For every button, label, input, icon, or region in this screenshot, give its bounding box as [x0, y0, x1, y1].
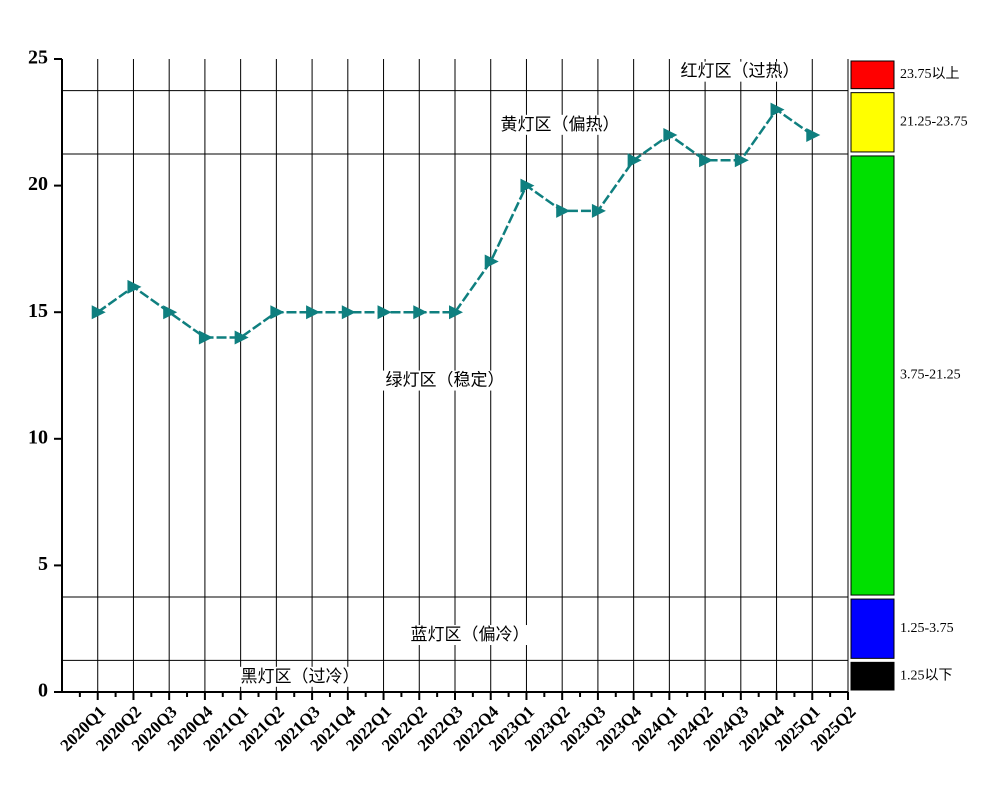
point-marker — [770, 102, 785, 117]
point-marker — [127, 279, 142, 294]
point-marker — [627, 153, 642, 168]
zone-label: 红灯区（过热） — [681, 62, 800, 82]
y-tick-label: 15 — [28, 300, 48, 322]
zone-range-label: 3.75-21.25 — [900, 368, 961, 383]
y-tick-label: 5 — [38, 553, 48, 575]
zone-bar — [850, 60, 895, 90]
point-marker — [484, 254, 499, 269]
zone-bar — [850, 598, 895, 659]
point-marker — [377, 305, 392, 320]
zone-label: 黑灯区（过冷） — [241, 667, 360, 687]
zone-label-bg — [237, 666, 363, 687]
zone-label-bg — [407, 625, 533, 646]
y-tick-label: 0 — [38, 680, 48, 702]
zone-bar — [850, 92, 895, 153]
point-marker — [699, 153, 714, 168]
zone-bar — [850, 155, 895, 596]
zone-range-label: 1.25以下 — [900, 668, 953, 683]
point-marker — [234, 330, 249, 345]
point-marker — [341, 305, 356, 320]
zone-range-label: 23.75以上 — [900, 66, 960, 82]
y-tick-label: 20 — [28, 173, 48, 195]
series-line — [97, 107, 813, 339]
point-marker — [663, 127, 678, 142]
point-marker — [520, 178, 535, 193]
point-marker — [556, 203, 571, 218]
zone-range-label: 1.25-3.75 — [900, 621, 954, 636]
zone-bar — [850, 661, 895, 691]
y-tick-label: 10 — [28, 426, 48, 448]
y-tick-label: 25 — [28, 47, 48, 69]
point-marker — [198, 330, 213, 345]
zone-label-bg — [382, 370, 508, 391]
point-marker — [163, 305, 178, 320]
point-marker — [806, 127, 821, 142]
point-marker — [91, 305, 106, 320]
zone-label: 绿灯区（稳定） — [386, 371, 505, 391]
point-marker — [734, 153, 749, 168]
point-marker — [270, 305, 285, 320]
zone-range-label: 21.25-23.75 — [900, 115, 968, 130]
point-marker — [306, 305, 321, 320]
point-marker — [591, 203, 606, 218]
zone-label-bg — [497, 114, 623, 135]
point-marker — [413, 305, 428, 320]
zone-label: 黄灯区（偏热） — [501, 115, 620, 135]
zone-label: 蓝灯区（偏冷） — [411, 625, 530, 645]
point-marker — [449, 305, 463, 320]
zone-label-bg — [677, 61, 803, 82]
